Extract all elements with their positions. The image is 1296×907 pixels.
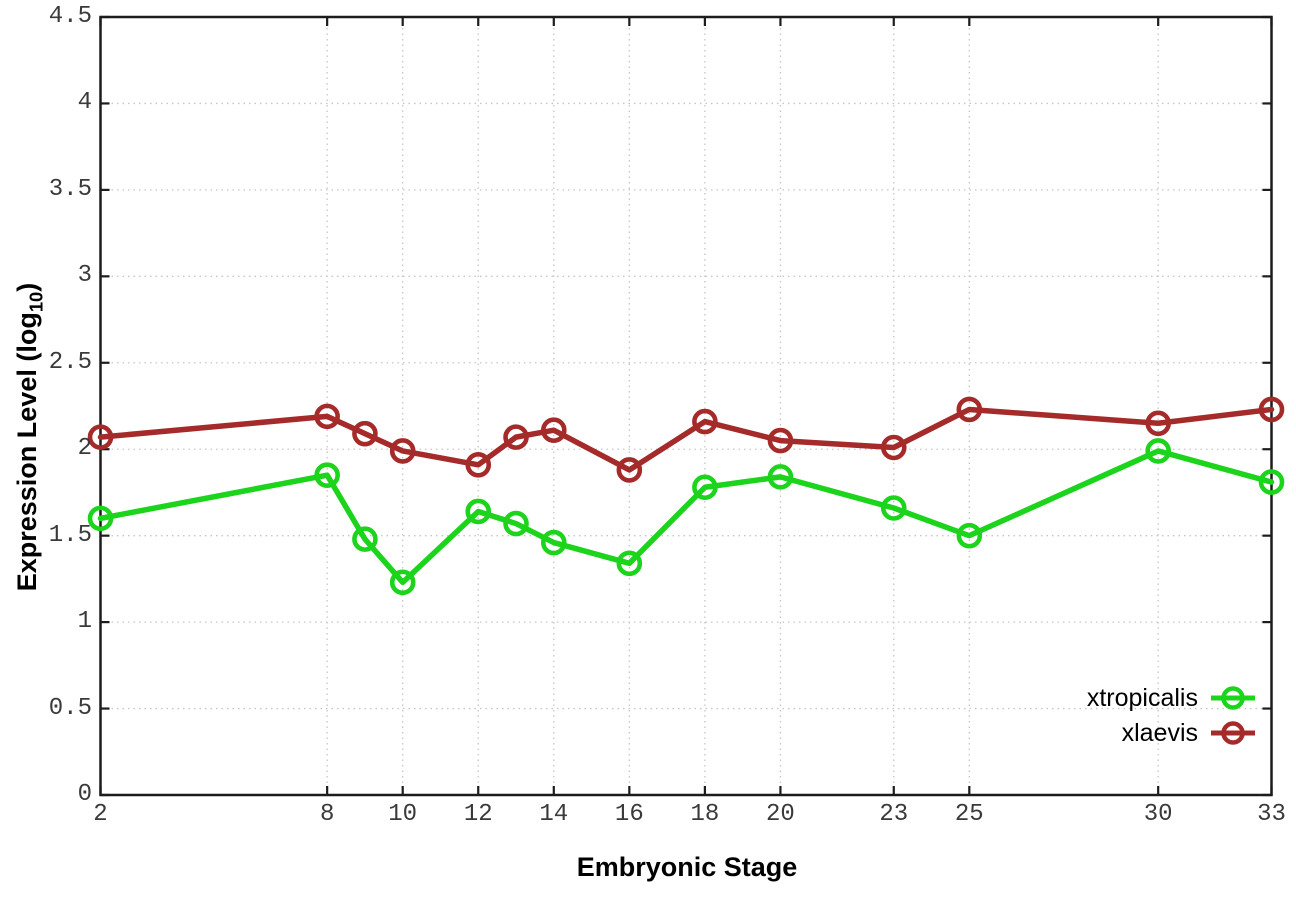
y-tick-label: 4.5	[48, 3, 92, 30]
y-axis-title-text: Expression Level (log	[12, 312, 42, 592]
data-point-xtropicalis	[880, 495, 907, 521]
legend-label-xtropicalis: xtropicalis	[1086, 684, 1198, 712]
legend-marker-xtropicalis-icon	[1211, 686, 1255, 710]
legend: xtropicalis xlaevis	[1087, 683, 1256, 748]
x-tick-label: 14	[539, 801, 569, 828]
plot-border	[99, 15, 1273, 797]
x-tick-label: 23	[879, 801, 909, 828]
data-point-xtropicalis	[87, 505, 114, 532]
y-axis-title-subscript: 10	[25, 291, 47, 313]
data-point-xlaevis	[767, 427, 794, 454]
y-tick-label: 2.5	[48, 348, 92, 376]
legend-entry-xtropicalis: xtropicalis	[1087, 683, 1256, 713]
data-point-xlaevis	[616, 457, 643, 483]
y-tick-label: 3	[77, 262, 92, 290]
data-point-xlaevis	[314, 403, 340, 430]
data-point-xtropicalis	[465, 498, 492, 525]
legend-circle-marker	[1221, 721, 1245, 745]
x-tick-label: 18	[690, 801, 720, 828]
data-point-xlaevis	[1145, 410, 1171, 437]
series-line-xtropicalis	[97, 448, 1275, 586]
data-point-xlaevis	[465, 451, 492, 478]
x-tick-label: 8	[319, 801, 335, 828]
legend-entry-xlaevis: xlaevis	[1122, 718, 1256, 748]
data-point-xtropicalis	[389, 569, 416, 596]
data-point-xtropicalis	[1145, 438, 1171, 464]
series-line-xlaevis	[97, 406, 1275, 473]
y-tick-label: 1.5	[48, 521, 92, 549]
data-point-xlaevis	[880, 434, 907, 461]
data-point-xtropicalis	[314, 462, 340, 488]
data-point-xlaevis	[1258, 396, 1285, 423]
data-point-xlaevis	[540, 417, 567, 444]
y-tick-label: 1	[77, 608, 92, 636]
data-point-xlaevis	[87, 424, 114, 450]
data-point-xtropicalis	[767, 464, 794, 490]
data-point-xtropicalis	[503, 510, 529, 537]
legend-marker-xlaevis-icon	[1211, 721, 1255, 745]
data-point-xtropicalis	[1258, 469, 1285, 495]
y-axis-title: Expression Level (log10)	[6, 187, 48, 687]
legend-circle-marker	[1221, 686, 1245, 710]
x-tick-label: 12	[463, 801, 493, 828]
x-tick-label: 16	[614, 801, 644, 828]
x-tick-label: 25	[954, 801, 984, 828]
x-axis-title: Embryonic Stage	[576, 852, 798, 882]
data-point-xlaevis	[352, 420, 378, 447]
legend-label-xlaevis: xlaevis	[1121, 719, 1198, 747]
y-tick-label: 4	[77, 89, 92, 117]
y-tick-label: 0	[77, 781, 92, 808]
data-point-xtropicalis	[352, 526, 378, 552]
x-tick-label: 2	[93, 801, 108, 828]
data-point-xlaevis	[389, 438, 416, 464]
data-point-xtropicalis	[692, 474, 718, 501]
x-tick-label: 20	[766, 801, 795, 828]
y-axis-title-close: )	[12, 282, 42, 292]
y-tick-label: 3.5	[48, 175, 92, 203]
data-point-xlaevis	[503, 424, 529, 450]
x-tick-label: 10	[388, 801, 418, 828]
data-point-xlaevis	[692, 408, 718, 435]
data-point-xtropicalis	[616, 550, 643, 577]
x-tick-label: 30	[1143, 801, 1173, 828]
x-tick-label: 33	[1257, 801, 1286, 828]
data-point-xtropicalis	[956, 522, 983, 549]
data-point-xtropicalis	[540, 529, 567, 556]
data-point-xlaevis	[956, 396, 983, 423]
y-tick-label: 0.5	[48, 694, 92, 722]
y-tick-label: 2	[77, 435, 92, 463]
